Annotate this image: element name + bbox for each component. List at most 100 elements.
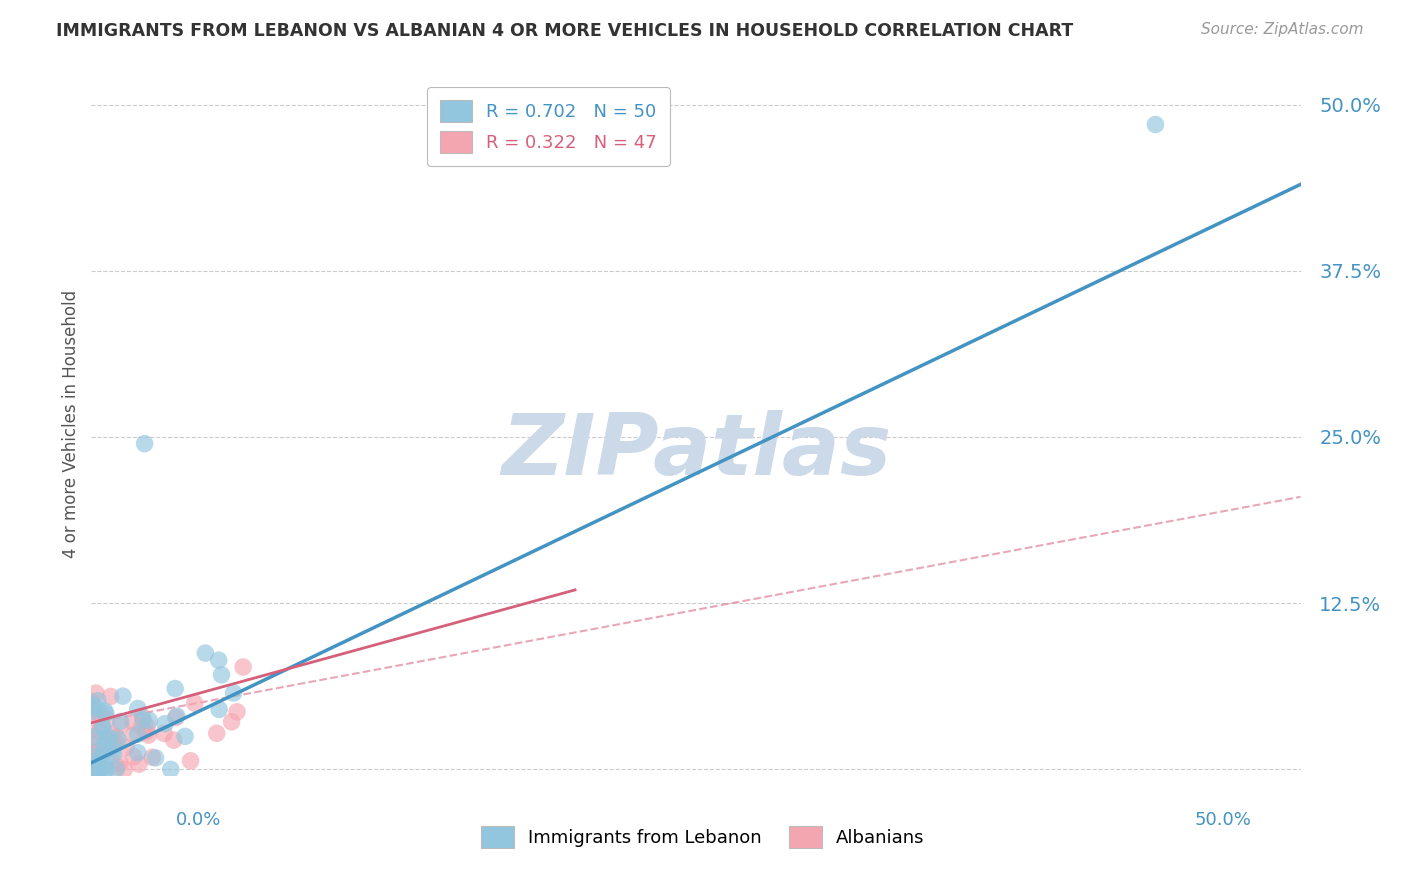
Point <box>86 748 108 763</box>
Point <box>82 704 104 718</box>
Point <box>131 719 153 733</box>
Point <box>108 756 131 771</box>
Point <box>89 725 111 739</box>
Point <box>87 724 110 739</box>
Point <box>103 747 125 762</box>
Point <box>131 709 153 723</box>
Point <box>96 731 118 746</box>
Point <box>194 646 217 660</box>
Point <box>98 730 121 744</box>
Point <box>221 714 243 729</box>
Point <box>86 752 108 766</box>
Point <box>87 694 110 708</box>
Point <box>122 728 145 742</box>
Point <box>82 711 104 725</box>
Point <box>82 738 104 752</box>
Point <box>100 690 122 704</box>
Point <box>93 738 115 752</box>
Point <box>141 750 163 764</box>
Point <box>115 740 138 755</box>
Point <box>105 759 128 773</box>
Point <box>153 726 176 740</box>
Point <box>104 736 127 750</box>
Point <box>138 728 160 742</box>
Point <box>80 733 103 747</box>
Point <box>86 744 108 758</box>
Text: 50.0%: 50.0% <box>1195 811 1251 829</box>
Point <box>145 751 167 765</box>
Point <box>84 700 107 714</box>
Point <box>94 704 117 718</box>
Point <box>205 726 228 740</box>
Point <box>97 739 120 753</box>
Point <box>105 763 128 777</box>
Point <box>87 756 110 770</box>
Point <box>84 763 107 777</box>
Point <box>1144 118 1167 132</box>
Point <box>110 714 132 729</box>
Point <box>82 705 104 719</box>
Point <box>89 763 111 777</box>
Point <box>91 721 114 735</box>
Point <box>180 754 202 768</box>
Point <box>112 763 135 777</box>
Point <box>86 756 108 770</box>
Point <box>128 757 150 772</box>
Legend: R = 0.702   N = 50, R = 0.322   N = 47: R = 0.702 N = 50, R = 0.322 N = 47 <box>427 87 669 166</box>
Point <box>96 713 118 727</box>
Point <box>208 702 231 716</box>
Point <box>82 763 104 777</box>
Point <box>90 708 112 723</box>
Point <box>93 755 115 769</box>
Point <box>101 742 124 756</box>
Point <box>110 718 132 732</box>
Point <box>159 763 181 777</box>
Point <box>165 681 187 696</box>
Point <box>122 750 145 764</box>
Point <box>94 763 117 777</box>
Point <box>90 750 112 764</box>
Point <box>134 436 156 450</box>
Point <box>174 730 197 744</box>
Point <box>87 747 110 762</box>
Point <box>136 719 159 733</box>
Point <box>91 721 114 735</box>
Point <box>121 714 143 729</box>
Point <box>94 706 117 721</box>
Text: Source: ZipAtlas.com: Source: ZipAtlas.com <box>1201 22 1364 37</box>
Point <box>105 731 128 745</box>
Point <box>226 705 249 719</box>
Point <box>135 724 157 739</box>
Point <box>232 660 254 674</box>
Point <box>165 710 187 724</box>
Point <box>80 763 103 777</box>
Point <box>80 694 103 708</box>
Point <box>127 746 149 760</box>
Point <box>138 714 160 728</box>
Point <box>211 668 233 682</box>
Text: ZIPatlas: ZIPatlas <box>501 410 891 493</box>
Point <box>163 733 186 747</box>
Point <box>127 727 149 741</box>
Point <box>89 763 111 777</box>
Point <box>155 716 177 731</box>
Point <box>80 746 103 760</box>
Point <box>84 763 107 777</box>
Point <box>84 686 107 700</box>
Point <box>82 731 104 745</box>
Y-axis label: 4 or more Vehicles in Household: 4 or more Vehicles in Household <box>62 290 80 558</box>
Point <box>80 698 103 712</box>
Point <box>127 701 149 715</box>
Point <box>96 763 118 777</box>
Point <box>222 686 245 700</box>
Point <box>93 742 115 756</box>
Point <box>83 763 105 777</box>
Point <box>111 689 134 703</box>
Point <box>208 653 231 667</box>
Point <box>107 732 129 747</box>
Point <box>101 729 124 743</box>
Text: 0.0%: 0.0% <box>176 811 221 829</box>
Text: IMMIGRANTS FROM LEBANON VS ALBANIAN 4 OR MORE VEHICLES IN HOUSEHOLD CORRELATION : IMMIGRANTS FROM LEBANON VS ALBANIAN 4 OR… <box>56 22 1074 40</box>
Point <box>166 709 188 723</box>
Point <box>97 743 120 757</box>
